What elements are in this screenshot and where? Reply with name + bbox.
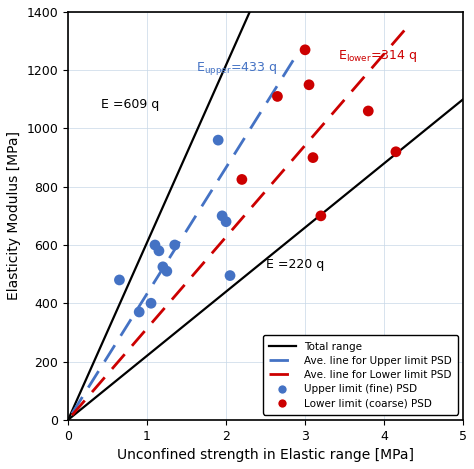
Point [309, 154, 317, 161]
Text: E =220 q: E =220 q [265, 258, 324, 271]
Point [301, 46, 309, 53]
Y-axis label: Elasticity Modulus [MPa]: Elasticity Modulus [MPa] [7, 131, 21, 300]
Point [171, 241, 179, 249]
Text: $\mathregular{E_{upper}}$=433 q: $\mathregular{E_{upper}}$=433 q [196, 61, 277, 77]
Point [222, 218, 230, 226]
Point [136, 308, 143, 316]
Legend: Total range, Ave. line for Upper limit PSD, Ave. line for Lower limit PSD, Upper: Total range, Ave. line for Upper limit P… [263, 335, 458, 415]
Point [226, 272, 234, 280]
Point [155, 247, 163, 255]
Point [151, 241, 159, 249]
Point [147, 300, 155, 307]
Point [159, 263, 167, 271]
Point [238, 176, 246, 183]
Text: $\mathregular{E_{lower}}$=314 q: $\mathregular{E_{lower}}$=314 q [338, 48, 418, 64]
Point [116, 276, 123, 284]
Point [365, 107, 372, 115]
Point [273, 93, 281, 100]
Point [392, 148, 400, 156]
Point [163, 267, 171, 275]
Point [305, 81, 313, 89]
Text: E =609 q: E =609 q [101, 98, 160, 111]
Point [214, 136, 222, 144]
Point [219, 212, 226, 219]
X-axis label: Unconfined strength in Elastic range [MPa]: Unconfined strength in Elastic range [MP… [117, 448, 414, 462]
Point [317, 212, 325, 219]
